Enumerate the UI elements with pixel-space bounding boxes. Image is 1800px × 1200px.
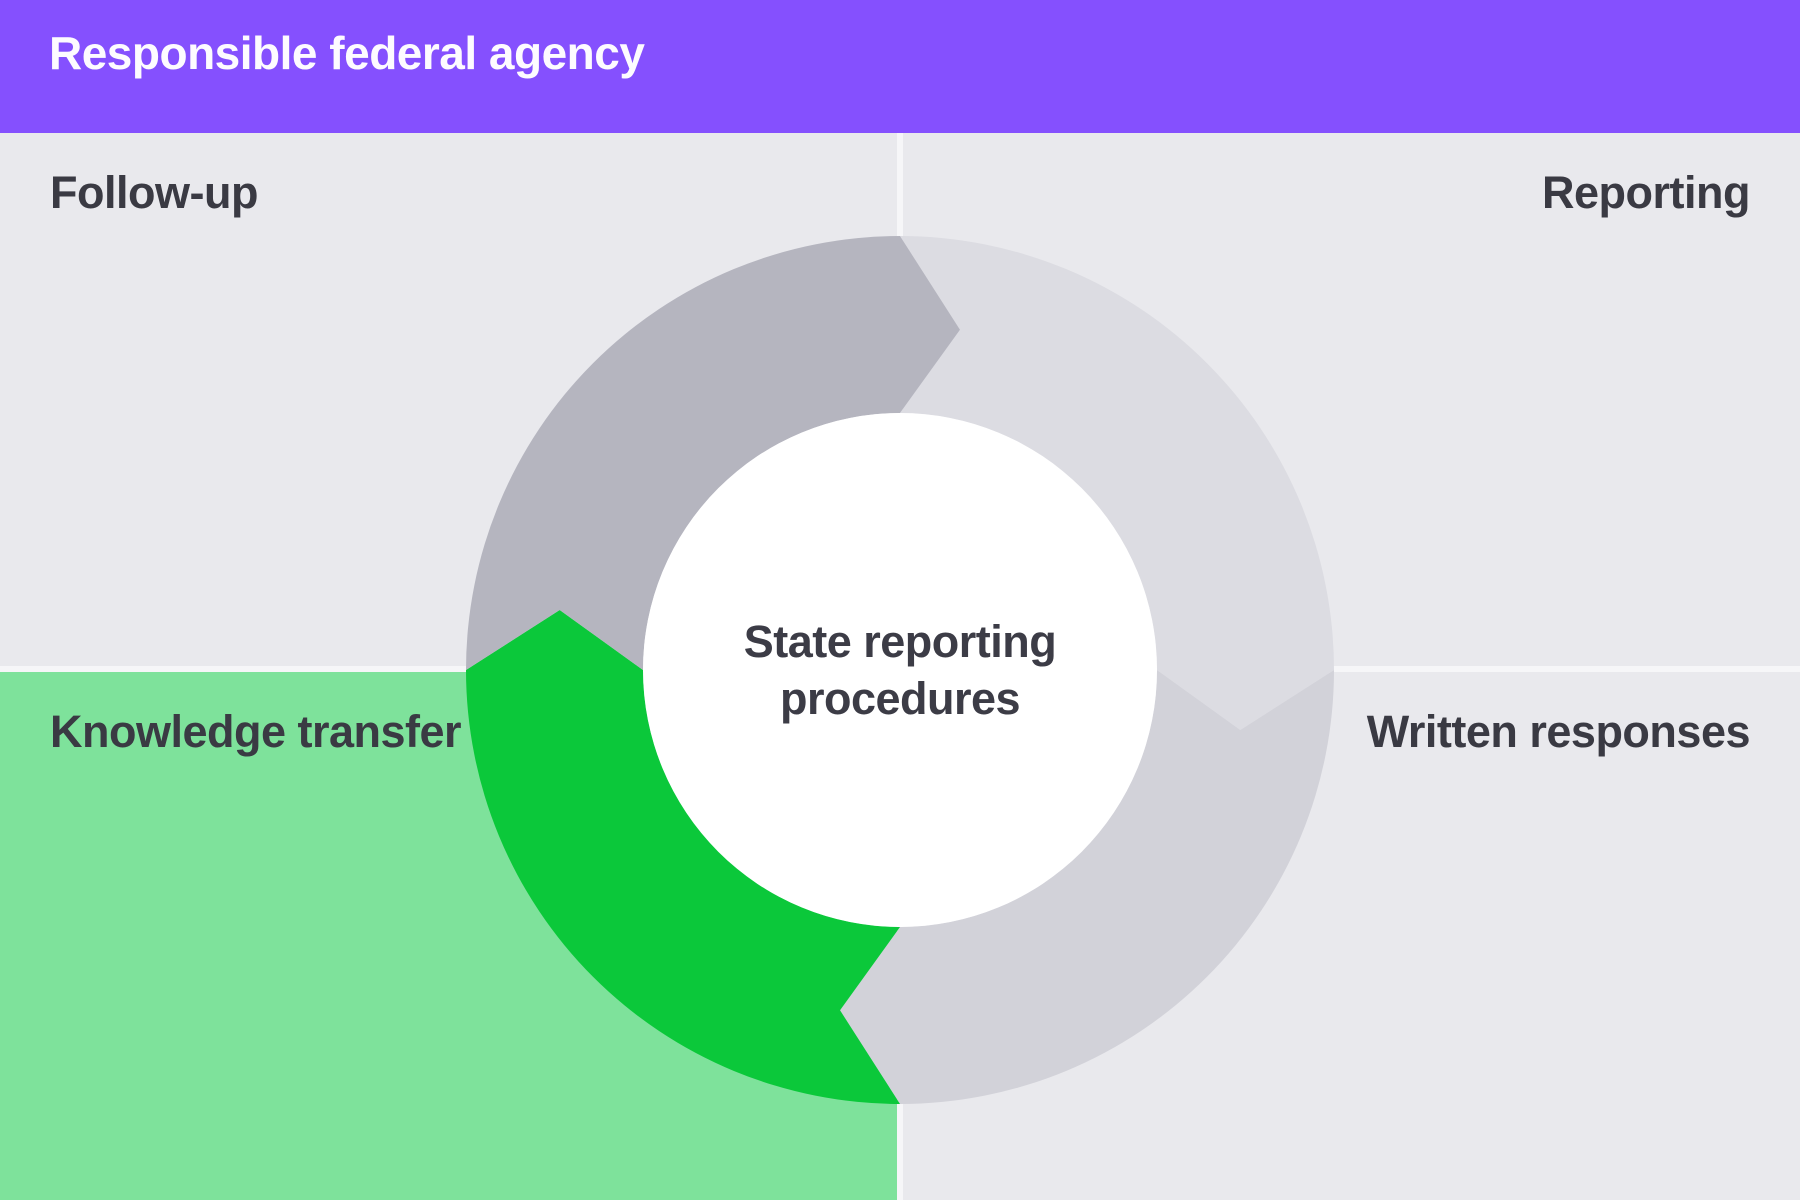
- cycle-center-label-line2: procedures: [779, 673, 1021, 724]
- cycle-center-label-line1: State reporting: [743, 616, 1057, 667]
- cycle-center-label: State reporting procedures: [620, 560, 1180, 780]
- quadrant-label-knowledge-transfer: Knowledge transfer: [50, 706, 462, 757]
- quadrant-label-follow-up: Follow-up: [50, 167, 258, 218]
- header-title: Responsible federal agency: [49, 27, 645, 79]
- quadrant-label-written-responses: Written responses: [1366, 706, 1751, 757]
- quadrant-label-reporting: Reporting: [1542, 167, 1750, 218]
- header-bar: Responsible federal agency: [0, 0, 1800, 133]
